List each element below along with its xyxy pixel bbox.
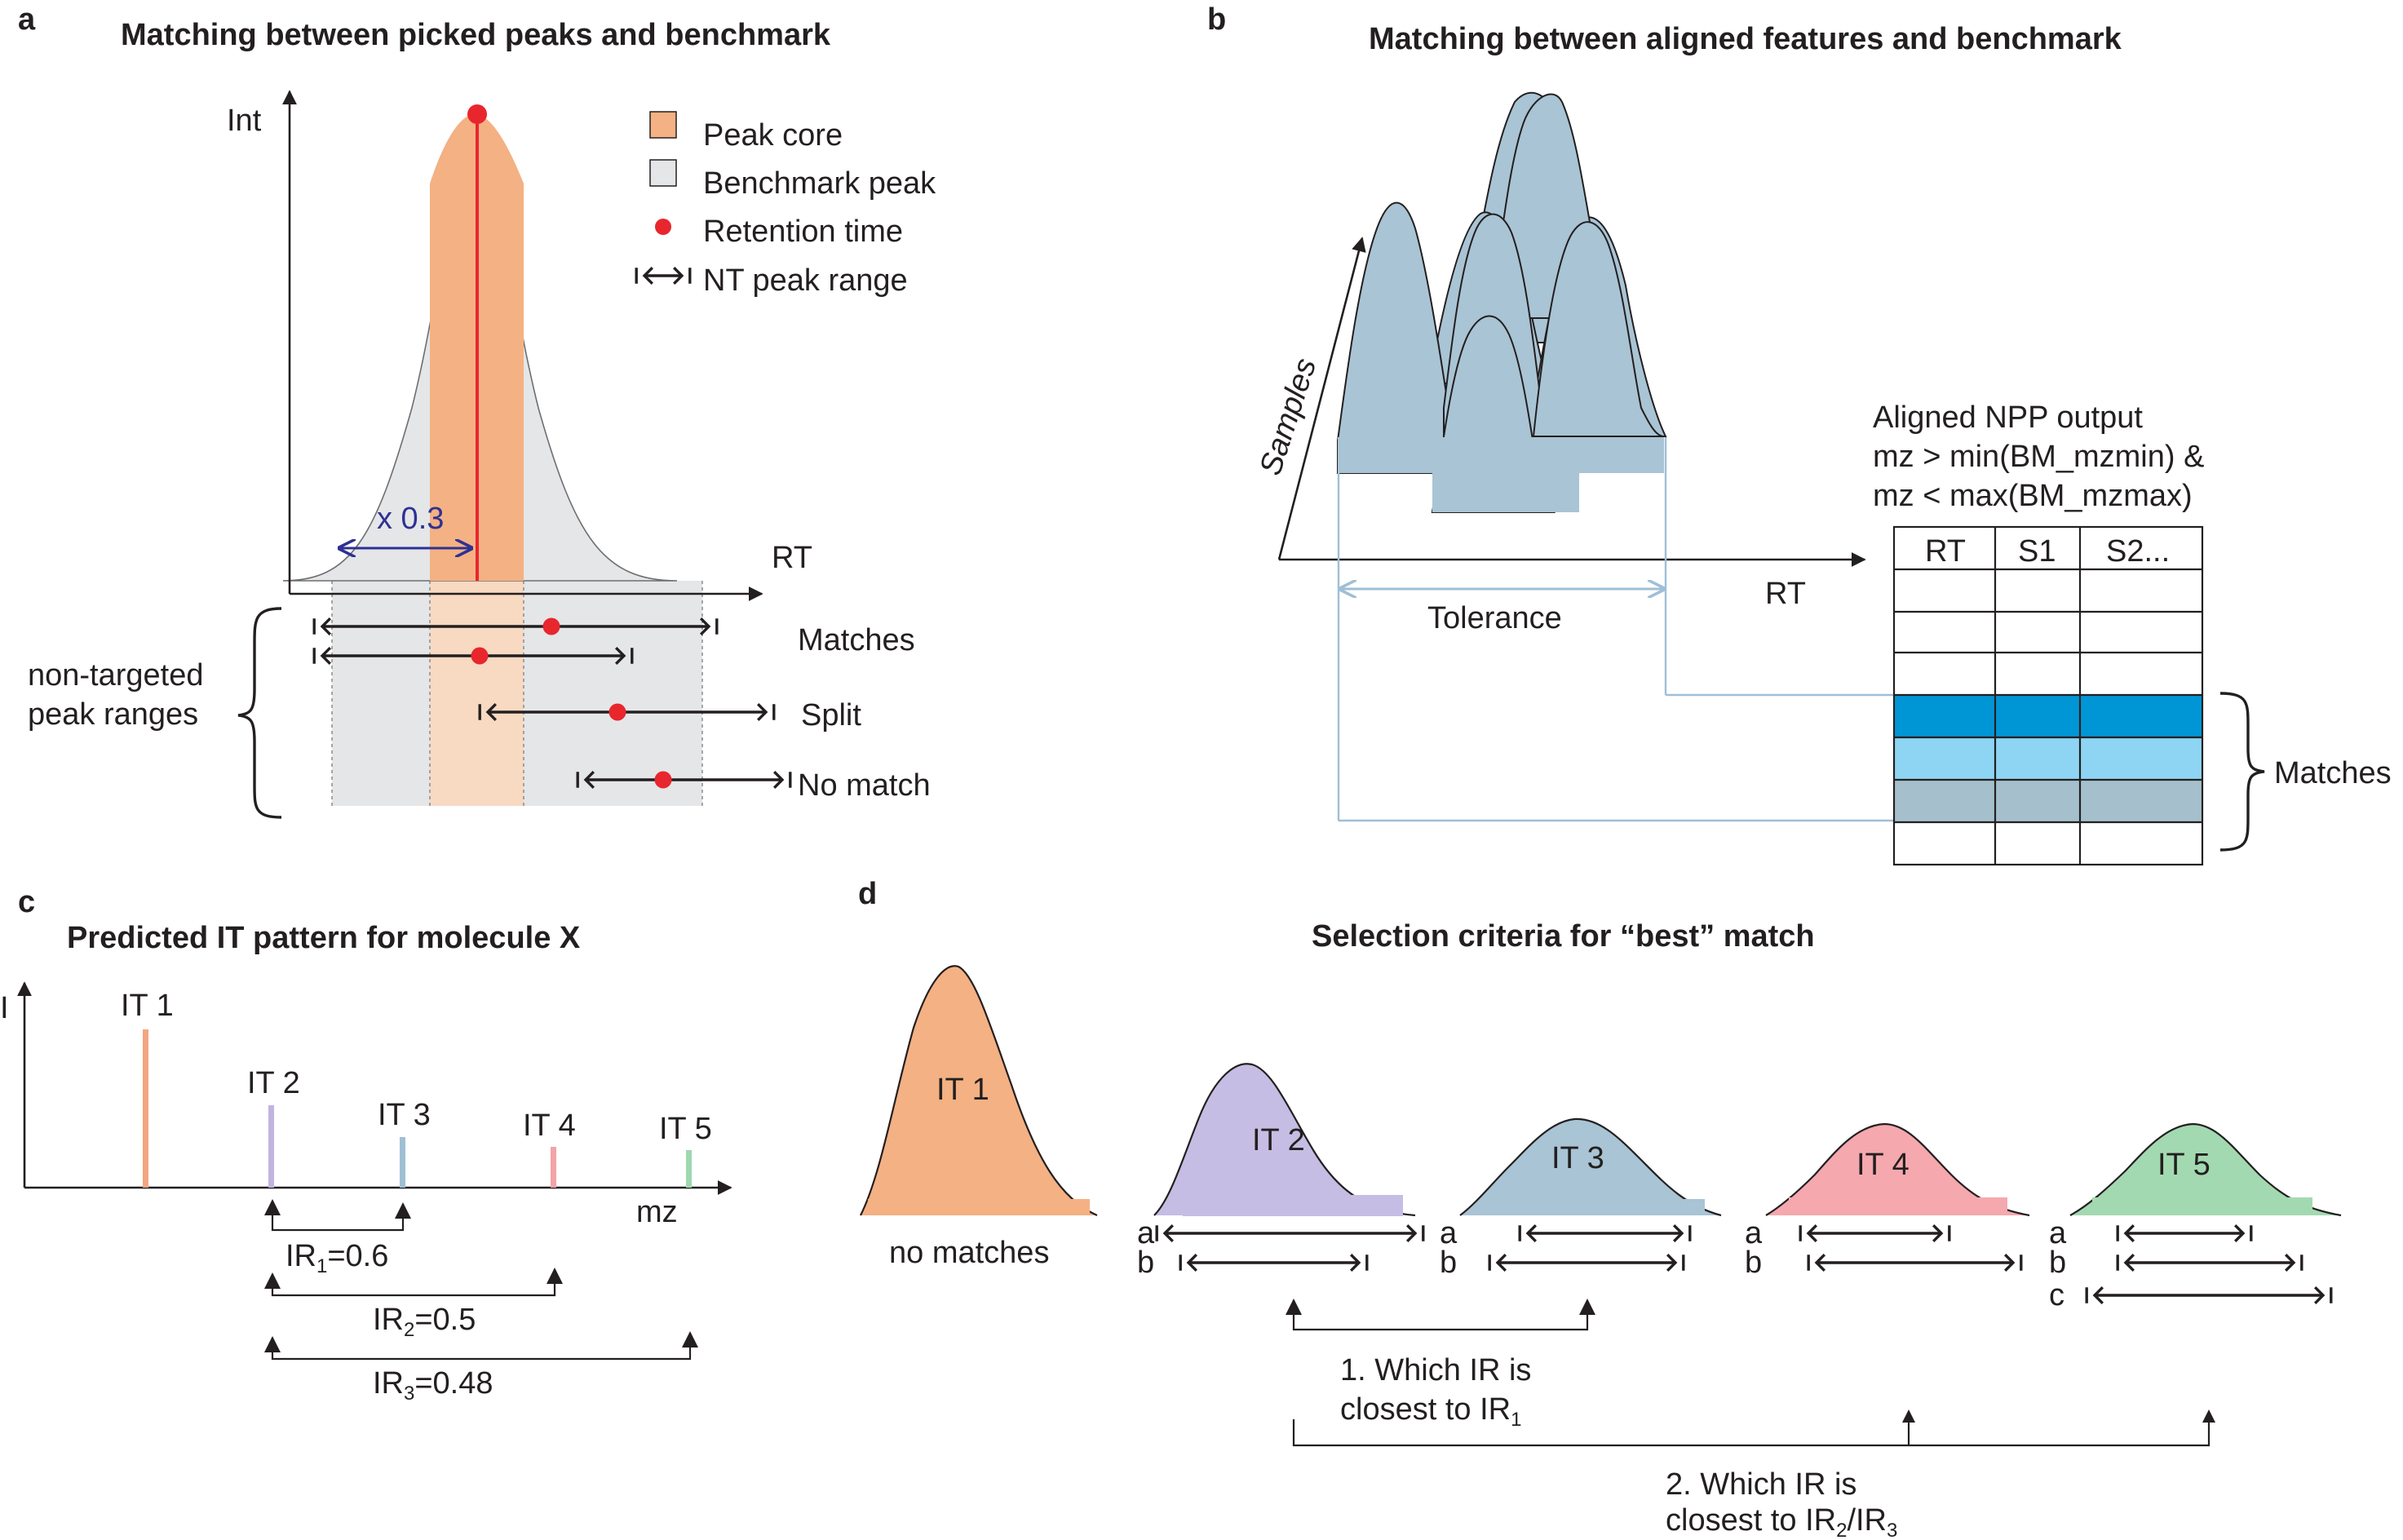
tolerance-label: Tolerance	[1427, 601, 1562, 635]
it4-label: IT 4	[523, 1109, 576, 1143]
panel-a-letter: a	[18, 2, 36, 37]
range-letter: c	[2049, 1278, 2064, 1312]
legend-swatch-retention	[655, 219, 671, 235]
rt-axis-label: RT	[772, 541, 812, 575]
range-letter: a	[1745, 1216, 1763, 1250]
legend-swatch-peak-core	[649, 111, 677, 139]
criterion-1-line1: 1. Which IR is	[1340, 1353, 1531, 1387]
it5-peak-label: IT 5	[2157, 1148, 2210, 1182]
samples-axis	[1277, 237, 1366, 560]
matches-label: Matches	[2274, 756, 2392, 790]
it5-label: IT 5	[659, 1112, 712, 1146]
output-condition-1: mz > min(BM_mzmin) &	[1873, 440, 2204, 474]
range-letter: a	[2049, 1216, 2067, 1250]
it4-stick	[551, 1147, 556, 1188]
it2-stick	[268, 1105, 274, 1188]
table-match-row	[1894, 780, 2202, 822]
panel-a-title: Matching between picked peaks and benchm…	[121, 18, 831, 52]
criterion-1-bracket	[1286, 1299, 1595, 1331]
output-title: Aligned NPP output	[1873, 400, 2143, 435]
range-letter: a	[1440, 1216, 1458, 1250]
table-match-row	[1894, 737, 2202, 780]
multiplier-label: x 0.3	[377, 502, 444, 536]
output-condition-2: mz < max(BM_mzmax)	[1873, 479, 2193, 513]
it4-peak	[1765, 1122, 2030, 1217]
ir3-bracket	[264, 1331, 698, 1361]
legend-benchmark-peak: Benchmark peak	[703, 166, 936, 201]
panel-c-title: Predicted IT pattern for molecule X	[67, 921, 581, 955]
panel-d: d Selection criteria for “best” match IT…	[858, 877, 2342, 1540]
ir2-bracket	[264, 1268, 563, 1297]
table-header-s1: S1	[2018, 534, 2056, 569]
mz-axis-label: mz	[636, 1195, 678, 1229]
panel-c-letter: c	[18, 885, 35, 919]
criterion-2-bracket	[1292, 1414, 2210, 1447]
ir1-bracket	[264, 1199, 411, 1232]
int-axis-label: Int	[227, 104, 262, 138]
nt-rt-dot	[471, 647, 489, 665]
i-axis-label: I	[0, 991, 9, 1025]
outcome-split: Split	[801, 698, 861, 732]
ranges-label-line2: peak ranges	[28, 697, 198, 732]
matches-brace	[2219, 692, 2265, 852]
samples-axis-label: Samples	[1254, 354, 1324, 480]
range-letter: b	[1137, 1246, 1154, 1280]
legend-retention-time: Retention time	[703, 215, 903, 249]
ranges-label-line1: non-targeted	[28, 658, 204, 693]
criterion-1-line2: closest to IR1	[1340, 1392, 1521, 1431]
rt-axis-b-label: RT	[1765, 577, 1806, 611]
it1-note: no matches	[889, 1236, 1049, 1270]
panel-c: c Predicted IT pattern for molecule X I …	[0, 885, 732, 1405]
output-table: RT S1 S2...	[1892, 525, 2204, 866]
ir2-label: IR2=0.5	[373, 1303, 476, 1341]
it3-label: IT 3	[378, 1098, 431, 1132]
range-letter: b	[1745, 1246, 1762, 1280]
it2-label: IT 2	[247, 1066, 300, 1100]
it1-peak-label: IT 1	[936, 1073, 989, 1107]
outcome-matches: Matches	[798, 623, 915, 657]
criterion-2-line2: closest to IR2/IR3	[1666, 1503, 1897, 1540]
peak-core-extent	[430, 581, 524, 806]
it2-peak-label: IT 2	[1252, 1123, 1305, 1157]
it3-peak	[1459, 1117, 1722, 1217]
it2-peak	[1153, 1063, 1416, 1217]
table-match-row	[1894, 695, 2202, 737]
panel-a: a Matching between picked peaks and benc…	[18, 2, 936, 819]
table-header-s2: S2...	[2106, 534, 2170, 569]
criterion-2-line1: 2. Which IR is	[1666, 1467, 1856, 1502]
it5-peak	[2069, 1122, 2342, 1217]
table-header-rt: RT	[1925, 534, 1966, 569]
panel-d-letter: d	[858, 877, 877, 911]
range-letter: a	[1137, 1216, 1155, 1250]
outcome-no-match: No match	[798, 768, 931, 803]
panel-b: b Matching between aligned features and …	[1207, 2, 2392, 866]
it5-stick	[686, 1150, 692, 1188]
ir3-label: IR3=0.48	[373, 1366, 493, 1405]
aligned-peaks-stack	[1337, 93, 1665, 513]
legend: Peak core Benchmark peak Retention time …	[635, 111, 936, 298]
it1-stick	[143, 1029, 148, 1188]
legend-peak-core: Peak core	[703, 118, 843, 153]
nt-rt-dot	[654, 771, 672, 789]
range-letter: b	[2049, 1246, 2066, 1280]
panel-b-letter: b	[1207, 2, 1226, 37]
legend-swatch-benchmark	[649, 159, 677, 187]
nt-rt-dot	[542, 617, 560, 635]
panel-d-title: Selection criteria for “best” match	[1312, 919, 1815, 954]
ranges-brace	[237, 607, 282, 819]
it3-stick	[400, 1137, 405, 1188]
it1-peak	[860, 965, 1098, 1217]
legend-nt-peak-range: NT peak range	[703, 263, 908, 298]
nt-rt-dot	[608, 703, 626, 721]
it1-label: IT 1	[121, 989, 174, 1023]
ir1-label: IR1=0.6	[285, 1239, 388, 1277]
range-letter: b	[1440, 1246, 1457, 1280]
panel-b-title: Matching between aligned features and be…	[1369, 22, 2122, 56]
it4-peak-label: IT 4	[1856, 1148, 1910, 1182]
retention-time-dot	[467, 104, 487, 124]
it3-peak-label: IT 3	[1551, 1141, 1604, 1175]
